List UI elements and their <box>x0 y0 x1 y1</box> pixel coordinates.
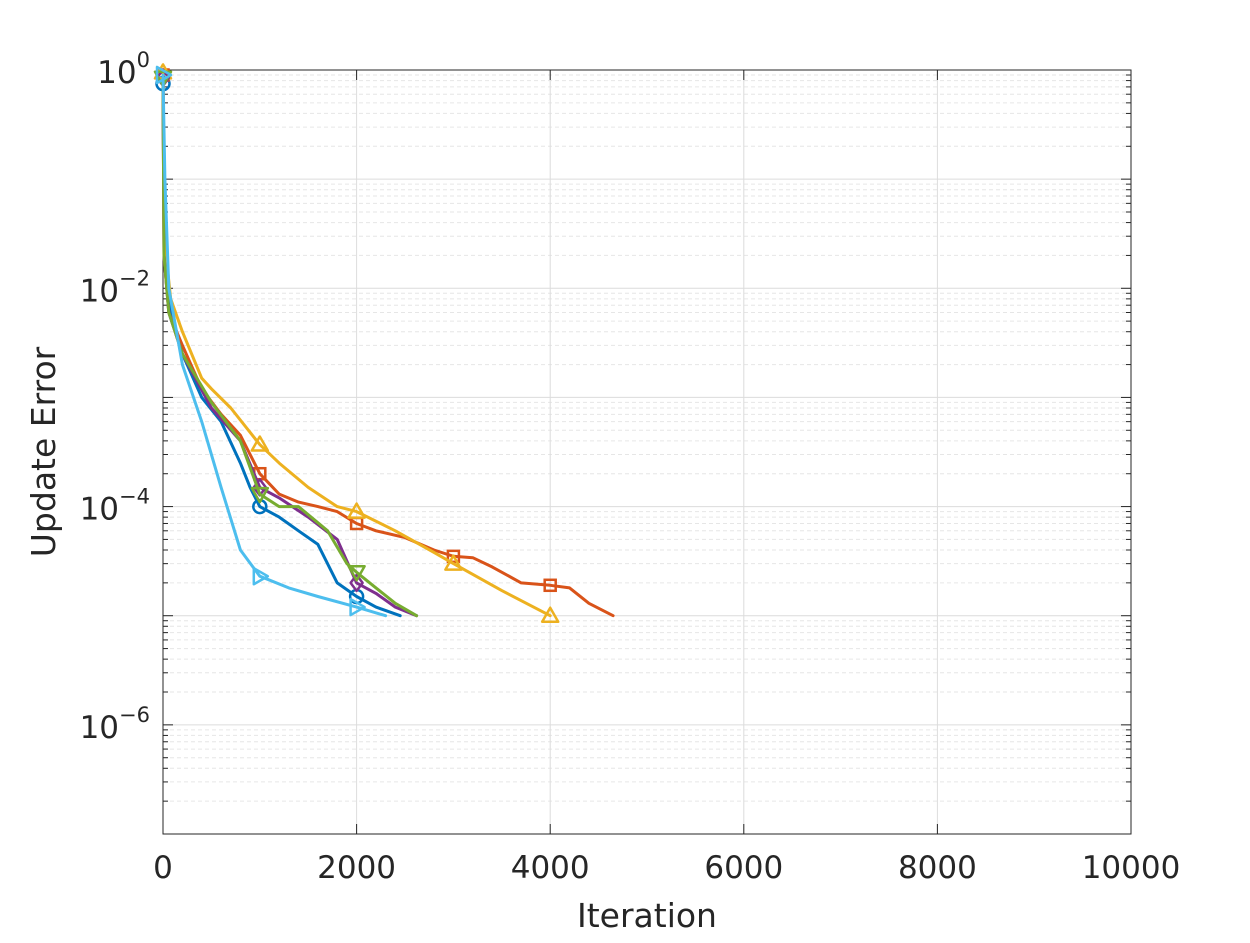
series-2 <box>156 68 615 618</box>
grid <box>162 69 1132 835</box>
y-tick-label: 100 <box>97 48 150 91</box>
series-marker <box>349 573 364 593</box>
y-tick-label: 10−2 <box>80 266 150 309</box>
x-tick-label: 4000 <box>511 850 590 886</box>
series-line <box>161 73 388 618</box>
series-4 <box>155 68 419 618</box>
x-tick-label: 10000 <box>1082 850 1181 886</box>
series-line <box>161 82 402 618</box>
series-line <box>161 76 419 618</box>
series-5 <box>153 70 419 618</box>
y-axis-title: Update Error <box>24 346 63 557</box>
x-tick-label: 0 <box>153 850 173 886</box>
x-tick-label: 8000 <box>898 850 977 886</box>
series-marker <box>250 435 270 452</box>
plot-area <box>162 69 1132 835</box>
series-marker <box>444 554 463 571</box>
series-line <box>161 76 419 618</box>
series-marker <box>543 578 557 593</box>
tick-labels: 100 10−2 10−4 10−6 0 2000 4000 6000 8000 10000 <box>80 48 1181 886</box>
series-marker <box>540 606 560 623</box>
series-marker <box>446 549 461 564</box>
series-marker <box>349 597 366 617</box>
series-6 <box>155 65 388 618</box>
series <box>153 63 615 623</box>
series-marker <box>347 502 366 519</box>
x-axis-title: Iteration <box>577 896 717 935</box>
series-marker <box>155 65 173 85</box>
series-marker <box>252 566 270 586</box>
series-1 <box>155 75 402 618</box>
x-tick-label: 6000 <box>704 850 783 886</box>
y-tick-label: 10−4 <box>80 485 150 528</box>
y-tick-label: 10−6 <box>80 703 150 746</box>
series-marker <box>250 486 270 504</box>
series-line <box>161 70 552 618</box>
x-tick-label: 2000 <box>317 850 396 886</box>
series-marker <box>347 565 366 582</box>
